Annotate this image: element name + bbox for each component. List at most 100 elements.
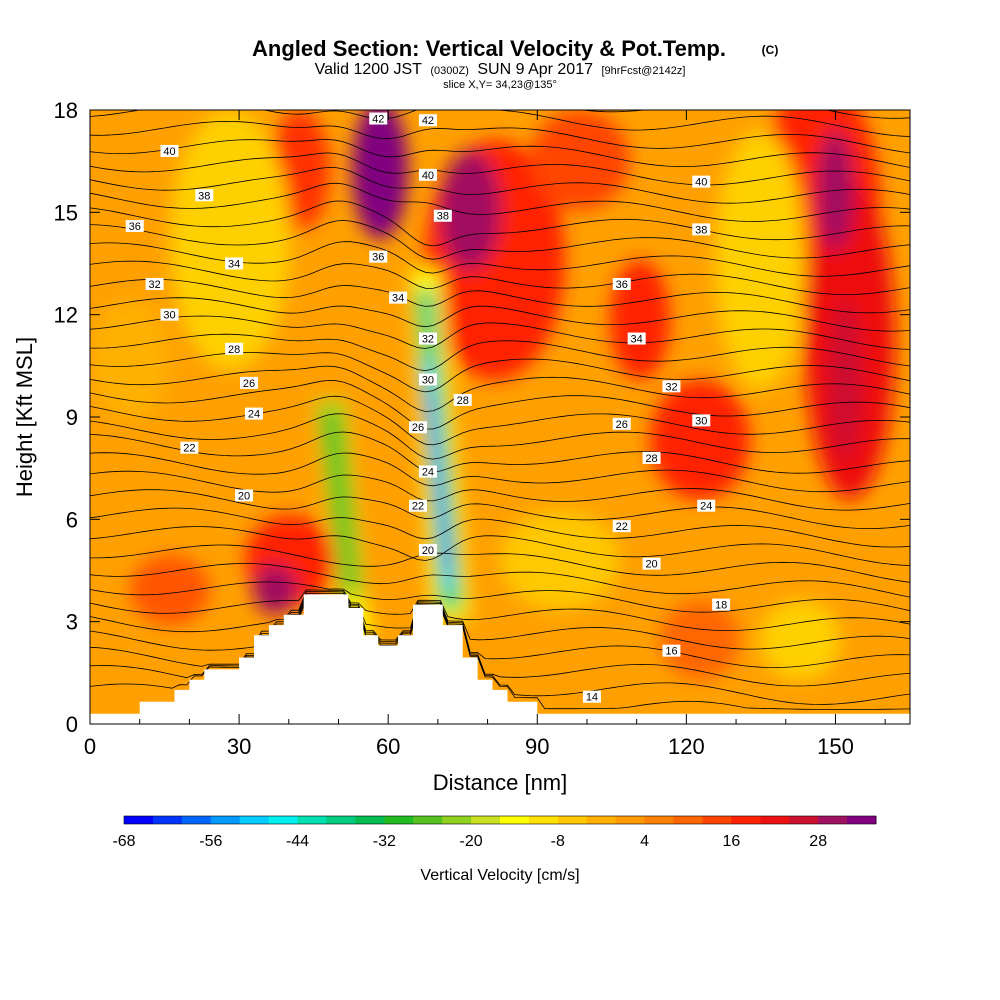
contour-label: 22 <box>180 441 199 455</box>
x-tick-label: 120 <box>668 734 705 759</box>
x-axis-label: Distance [nm] <box>433 770 568 795</box>
velocity-cell <box>817 130 853 250</box>
contour-label-bg <box>225 342 244 355</box>
contour-label: 22 <box>409 499 427 513</box>
colorbar-swatch <box>239 816 270 824</box>
contour-label-bg <box>418 168 437 181</box>
contour-label: 24 <box>418 465 437 479</box>
contour-label: 20 <box>235 489 254 502</box>
isentrope-line <box>90 260 910 296</box>
contour-label-bg <box>662 380 681 393</box>
colorbar-swatch <box>297 816 327 824</box>
colorbar-swatch <box>731 816 761 824</box>
contour-label-text: 30 <box>163 310 175 322</box>
contour-label-text: 38 <box>437 211 449 223</box>
contour-label-bg <box>692 414 711 427</box>
contour-label-bg <box>409 499 427 512</box>
contour-label-text: 40 <box>422 170 434 182</box>
y-tick-label: 3 <box>66 610 78 635</box>
contour-label-bg <box>627 332 646 345</box>
contour-labels: 42 42 40 40 40 38 38 38 36 36 36 34 34 34 32 32 32 30 30 30… <box>125 112 731 704</box>
velocity-cell <box>170 110 290 370</box>
contour-label: 34 <box>627 332 646 346</box>
colorbar: -68 -56 -44 -32 -20 -8 4 16 28 <box>112 815 877 850</box>
contour-label-bg <box>245 407 263 420</box>
contour-label-text: 24 <box>700 501 712 513</box>
isentrope-line <box>90 526 910 566</box>
velocity-cell <box>90 300 170 420</box>
contour-label: 38 <box>433 209 452 223</box>
contour-label: 26 <box>612 417 631 431</box>
contour-label-bg <box>145 277 164 290</box>
x-axis: 0 30 60 90 120 150 <box>84 110 886 759</box>
velocity-cell <box>130 555 210 625</box>
contour-label-bg <box>409 421 427 434</box>
contour-label: 36 <box>612 277 631 291</box>
y-tick-label: 0 <box>66 712 78 737</box>
y-tick-label: 15 <box>54 200 78 225</box>
contour-label-bg <box>160 308 179 321</box>
colorbar-swatch <box>442 816 472 824</box>
isentrope-line <box>90 120 910 154</box>
contour-label-text: 22 <box>183 443 195 455</box>
isentrope-line <box>90 431 910 474</box>
isentrope-line <box>90 365 910 412</box>
isentrope-line <box>90 507 910 548</box>
chart-subtitle-valid: Valid 1200 JST (0300Z) SUN 9 Apr 2017 [9… <box>315 61 686 78</box>
contour-label: 28 <box>453 393 472 407</box>
contour-label: 28 <box>225 342 244 356</box>
isentrope-line <box>90 278 910 314</box>
contour-label-text: 20 <box>645 559 657 571</box>
contour-label: 20 <box>418 544 437 557</box>
plot-area: 42 42 40 40 40 38 38 38 36 36 36 34 34 34 32 32 32 30 30 30… <box>90 110 910 724</box>
contour-label-text: 28 <box>645 453 657 465</box>
colorbar-swatch <box>152 816 183 824</box>
contour-label: 40 <box>160 144 179 158</box>
contour-label: 26 <box>240 376 259 390</box>
contour-label: 28 <box>642 451 661 465</box>
contour-label-bg <box>195 189 214 202</box>
contour-label: 30 <box>418 373 437 386</box>
contour-label-bg <box>225 257 244 270</box>
colorbar-swatch <box>124 816 154 824</box>
isentrope-line <box>90 166 910 204</box>
contour-label: 30 <box>692 414 711 427</box>
y-tick-label: 18 <box>54 98 78 123</box>
colorbar-tick-label: -32 <box>373 833 396 850</box>
x-tick-label: 150 <box>817 734 854 759</box>
contour-label: 32 <box>418 332 437 346</box>
contour-label-text: 32 <box>665 381 677 393</box>
contour-label: 34 <box>389 291 408 305</box>
contour-label-bg <box>692 223 711 236</box>
contour-label-bg <box>418 114 437 127</box>
contour-label-text: 30 <box>422 374 434 386</box>
isentrope-line <box>90 589 910 631</box>
velocity-cell <box>423 390 452 570</box>
colorbar-tick-label: -44 <box>286 833 309 850</box>
velocity-cell <box>253 565 297 615</box>
contour-label-bg <box>612 417 631 430</box>
x-tick-label: 60 <box>376 734 400 759</box>
contour-label: 32 <box>662 380 681 393</box>
contour-label-text: 42 <box>372 114 384 126</box>
colorbar-tick-label: -56 <box>199 833 222 850</box>
isentrope-line <box>90 597 910 705</box>
contour-label-text: 38 <box>695 224 707 236</box>
colorbar-swatch <box>413 816 443 824</box>
contour-label: 36 <box>369 250 388 264</box>
contour-label-bg <box>369 112 388 125</box>
isentrope-line <box>90 315 910 350</box>
contour-label: 42 <box>418 114 437 127</box>
contour-label-text: 20 <box>422 545 434 557</box>
contour-label: 16 <box>662 644 681 658</box>
contour-label-text: 24 <box>422 467 434 479</box>
colorbar-tick-label: 4 <box>640 833 649 850</box>
terrain-mask <box>90 594 910 724</box>
contour-label: 36 <box>125 219 144 233</box>
contour-label-bg <box>453 393 472 406</box>
colorbar-label: Vertical Velocity [cm/s] <box>420 867 579 884</box>
contour-label-bg <box>240 376 259 389</box>
contour-label-bg <box>418 465 437 478</box>
